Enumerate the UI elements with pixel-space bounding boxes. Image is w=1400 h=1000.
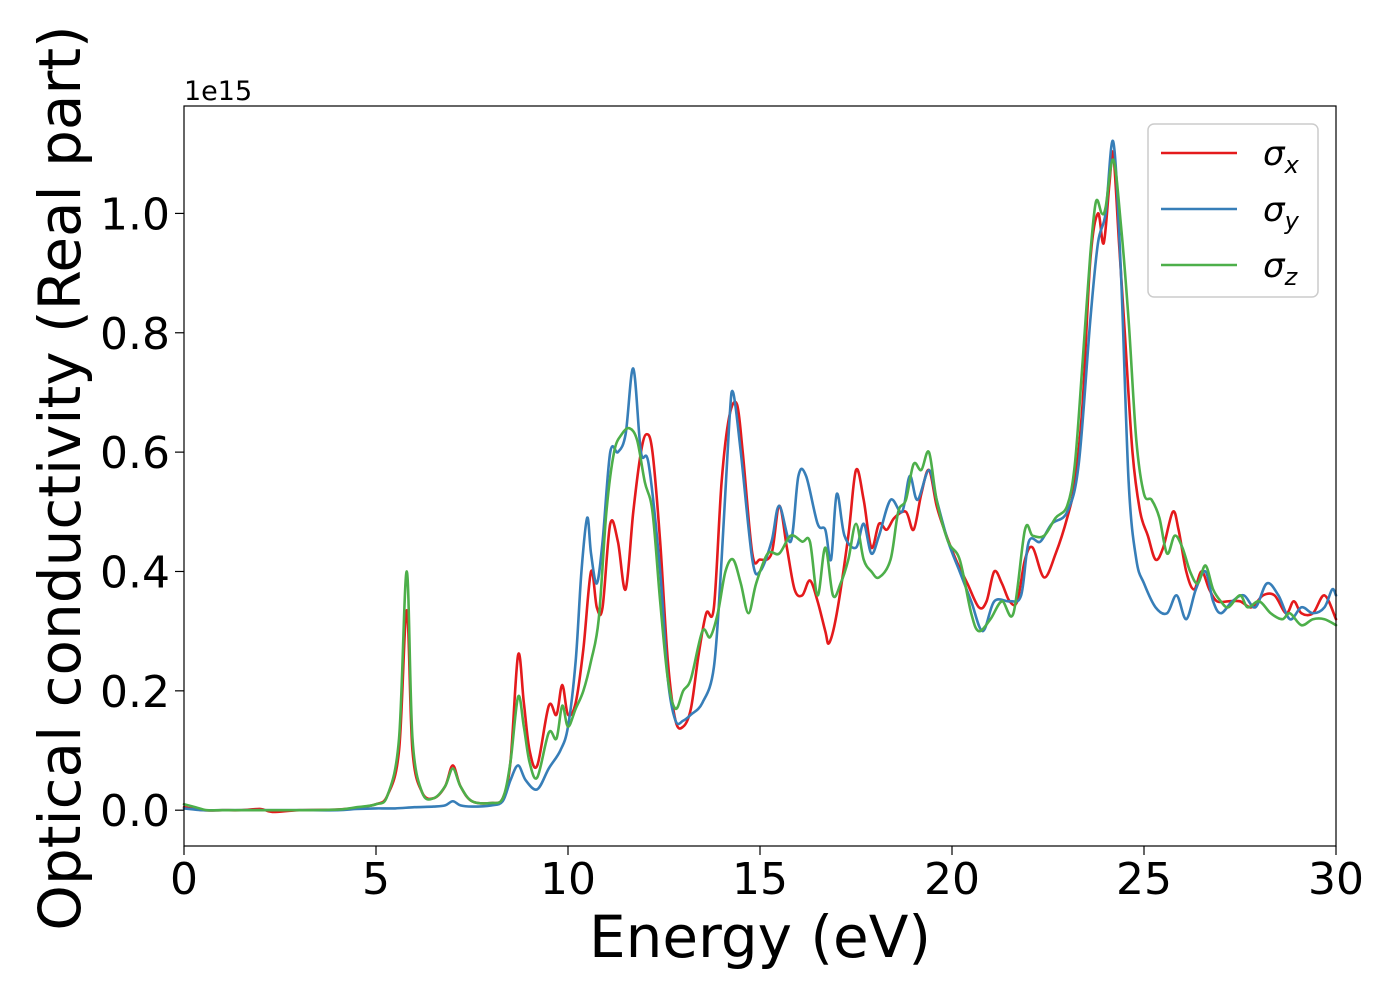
y-tick-label: 0.8 [100,309,170,360]
x-tick-label: 15 [732,854,788,905]
y-tick-label: 0.6 [100,428,170,479]
legend-label-z: σz [1263,246,1299,291]
legend: σx σy σz [1147,123,1319,298]
y-tick-label: 0.0 [100,786,170,837]
y-tick-label: 1.0 [100,189,170,240]
x-tick-label: 30 [1308,854,1364,905]
legend-label-x: σx [1263,134,1300,179]
series-line-y [182,139,1338,812]
y-axis: 0.0 0.2 0.4 0.6 0.8 1.0 [100,189,184,837]
y-tick-label: 0.4 [100,547,170,598]
series-line-z [182,158,1338,812]
x-axis-label: Energy (eV) [589,903,931,971]
legend-label-y: σy [1263,190,1300,235]
x-tick-label: 0 [170,854,198,905]
x-tick-label: 10 [540,854,596,905]
legend-frame [1147,123,1319,298]
plot-background [184,106,1336,846]
series-layer [182,139,1338,814]
y-offset-label: 1e15 [184,76,252,107]
x-tick-label: 20 [924,854,980,905]
x-axis: 0 5 10 15 20 25 30 [170,846,1364,905]
x-tick-label: 5 [362,854,390,905]
y-axis-label: Optical conductivity (Real part) [26,25,94,930]
x-tick-label: 25 [1116,854,1172,905]
y-tick-label: 0.2 [100,667,170,718]
